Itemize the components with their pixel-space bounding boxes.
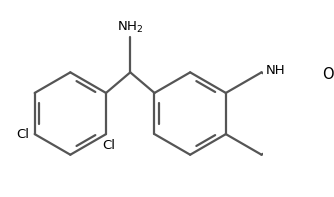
Text: Cl: Cl xyxy=(16,128,29,141)
Text: NH: NH xyxy=(266,64,286,77)
Text: Cl: Cl xyxy=(103,139,116,152)
Text: NH$_2$: NH$_2$ xyxy=(117,20,144,35)
Text: O: O xyxy=(323,67,334,83)
